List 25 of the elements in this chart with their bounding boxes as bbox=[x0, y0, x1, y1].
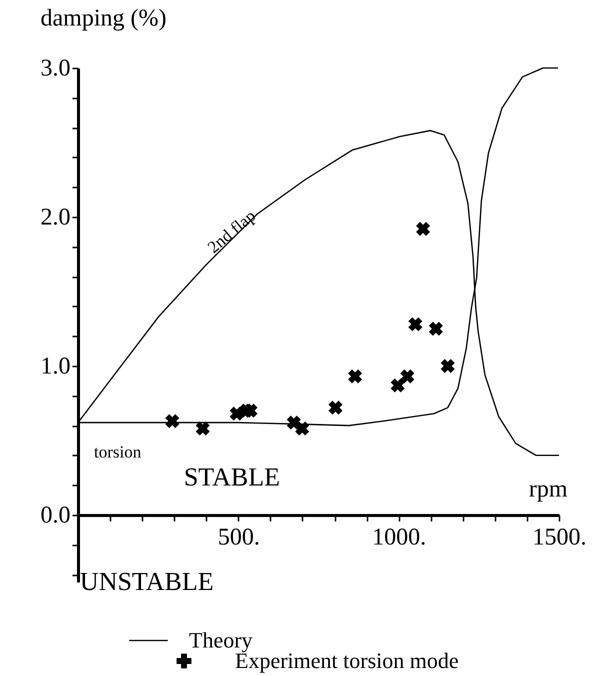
point bbox=[400, 369, 414, 384]
annotation: UNSTABLE bbox=[80, 567, 214, 596]
annotation: STABLE bbox=[184, 462, 280, 492]
point bbox=[244, 404, 258, 418]
point bbox=[295, 422, 310, 436]
point bbox=[230, 406, 244, 421]
point bbox=[165, 414, 180, 428]
point bbox=[440, 358, 455, 373]
x-tick-label: 1000. bbox=[372, 524, 426, 550]
annotation: torsion bbox=[94, 442, 142, 462]
point bbox=[348, 369, 362, 384]
y-tick-label: 2.0 bbox=[40, 204, 70, 230]
point bbox=[196, 422, 210, 436]
x-tick-label: 500. bbox=[218, 524, 260, 550]
point bbox=[328, 400, 342, 415]
point bbox=[390, 378, 405, 392]
y-tick-label: 3.0 bbox=[40, 56, 70, 82]
x-axis-title: rpm bbox=[528, 476, 568, 502]
x-tick-label: 1500. bbox=[532, 524, 586, 550]
y-tick-label: 1.0 bbox=[40, 353, 70, 380]
point bbox=[408, 317, 422, 332]
point bbox=[428, 322, 443, 336]
y-axis-title: damping (%) bbox=[40, 6, 166, 32]
point bbox=[416, 222, 430, 236]
y-tick-label: 0.0 bbox=[40, 502, 70, 528]
